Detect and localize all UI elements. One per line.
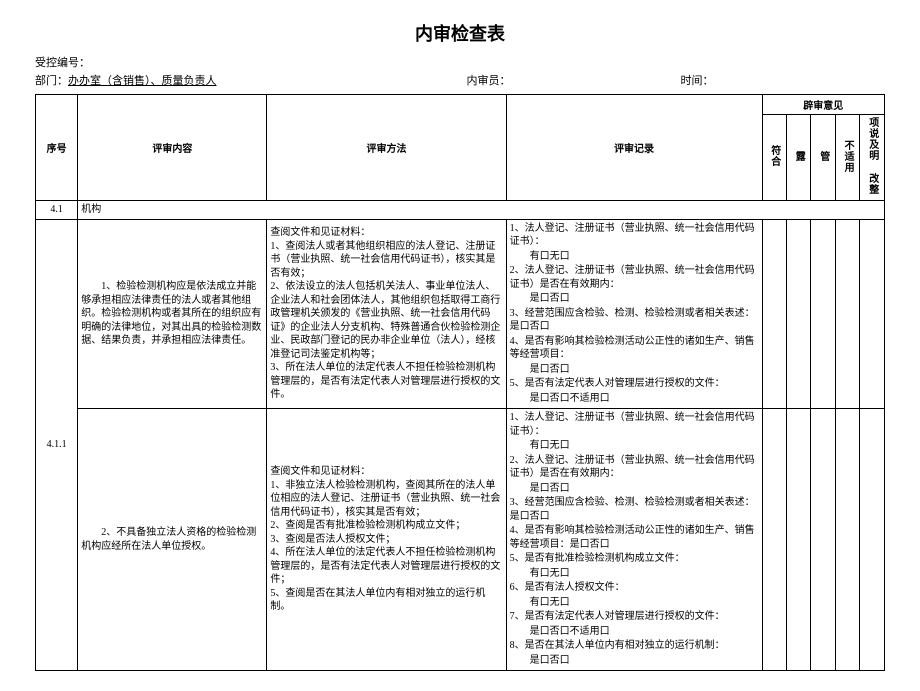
- section-row: 4.1 机构: [36, 201, 885, 220]
- dept-label: 部门：: [35, 72, 68, 88]
- section-content: 机构: [78, 201, 885, 220]
- table-row: 4.1.1 1、检验检测机构应是依法成立并能够承担相应法律责任的法人或者其他组织…: [36, 219, 885, 409]
- r2-method: 查阅文件和见证材料：1、非独立法人检验检测机构，查阅其所在的法人单位相应的法人登…: [267, 409, 506, 671]
- row-seq: 4.1.1: [36, 219, 78, 671]
- r1-method: 查阅文件和见证材料：1、查阅法人或者其他组织相应的法人登记、注册证书（营业执照、…: [267, 219, 506, 409]
- time-label: 时间：: [681, 72, 714, 88]
- audit-table: 序号 评审内容 评审方法 评审记录 辟审意见 符合 露 管 不适用 项说及明 改…: [35, 94, 885, 671]
- dept-value: 办办室（含销售）、质量负责人: [68, 72, 217, 88]
- th-method: 评审方法: [267, 95, 506, 201]
- op-cell: [835, 219, 859, 409]
- op-cell: [860, 219, 885, 409]
- th-op2: 露: [786, 115, 810, 201]
- th-seq: 序号: [36, 95, 78, 201]
- th-op5: 项说及明 改整: [860, 115, 885, 201]
- op-cell: [762, 219, 786, 409]
- op-cell: [860, 409, 885, 671]
- th-op4: 不适用: [835, 115, 859, 201]
- th-opinion-group: 辟审意见: [762, 95, 884, 115]
- op-cell: [786, 409, 810, 671]
- r1-record: 1、法人登记、注册证书（营业执照、统一社会信用代码证书）： 有口无口2、法人登记…: [506, 219, 762, 409]
- th-op3: 管: [811, 115, 835, 201]
- op-cell: [786, 219, 810, 409]
- r1-content: 1、检验检测机构应是依法成立并能够承担相应法律责任的法人或者其他组织。检验检测机…: [78, 219, 267, 409]
- th-record: 评审记录: [506, 95, 762, 201]
- op-cell: [811, 409, 835, 671]
- op-cell: [811, 219, 835, 409]
- auditor-label: 内审员：: [467, 72, 511, 88]
- table-row: 2、不具备独立法人资格的检验检测机构应经所在法人单位授权。 查阅文件和见证材料：…: [36, 409, 885, 671]
- header-row: 部门： 办办室（含销售）、质量负责人 内审员： 时间：: [35, 72, 885, 88]
- th-op1: 符合: [762, 115, 786, 201]
- op-cell: [762, 409, 786, 671]
- section-seq: 4.1: [36, 201, 78, 220]
- doc-title: 内审检查表: [35, 20, 885, 46]
- th-content: 评审内容: [78, 95, 267, 201]
- r2-content: 2、不具备独立法人资格的检验检测机构应经所在法人单位授权。: [78, 409, 267, 671]
- control-no-line: 受控编号：: [35, 54, 885, 70]
- r2-record: 1、法人登记、注册证书（营业执照、统一社会信用代码证书）： 有口无口2、法人登记…: [506, 409, 762, 671]
- op-cell: [835, 409, 859, 671]
